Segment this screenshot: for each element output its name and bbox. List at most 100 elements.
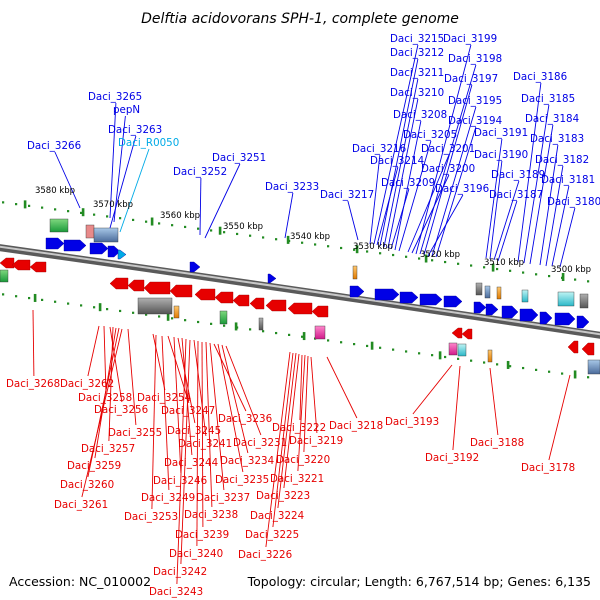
forward-gene-label[interactable]: Daci_3191 (474, 127, 528, 139)
reverse-gene-label[interactable]: Daci_3259 (67, 460, 121, 472)
reverse-gene-label[interactable]: Daci_3243 (149, 586, 203, 598)
forward-gene-label[interactable]: pepN (113, 104, 140, 116)
forward-gene-label[interactable]: Daci_3197 (444, 73, 498, 85)
reverse-gene-label[interactable]: Daci_3254 (137, 392, 191, 404)
reverse-gene-label[interactable]: Daci_3219 (289, 435, 343, 447)
reverse-gene-labels: Daci_3268 Daci_3262Daci_3258Daci_3256Daci… (6, 378, 575, 598)
forward-gene-label[interactable]: Daci_3216 (352, 143, 406, 155)
reverse-gene-label[interactable]: Daci_3235 (215, 474, 269, 486)
reverse-gene-label[interactable]: Daci_3224 (250, 510, 304, 522)
forward-gene-label[interactable]: Daci_3199 (443, 33, 497, 45)
reverse-gene-arrow (143, 281, 171, 295)
inner-ring-minor-tick (496, 363, 499, 366)
reverse-gene-label[interactable]: Daci_3218 (329, 420, 383, 432)
forward-gene-label[interactable]: Daci_R0050 (118, 137, 179, 149)
forward-gene-label[interactable]: Daci_3252 (173, 166, 227, 178)
reverse-gene-label[interactable]: Daci_3258 (78, 392, 132, 404)
outer-ring-minor-tick (444, 260, 447, 264)
reverse-gene-arrow (311, 305, 329, 318)
inner-ring-minor-tick (405, 350, 408, 353)
topology-text: Topology: circular; Length: 6,767,514 bp… (247, 574, 591, 589)
forward-gene-label[interactable]: Daci_3214 (370, 155, 424, 167)
reverse-gene-label[interactable]: Daci_3242 (153, 566, 207, 578)
forward-gene-label[interactable]: Daci_3209 (381, 177, 435, 189)
reverse-gene-label[interactable]: Daci_3240 (169, 548, 223, 560)
reverse-leader-line (173, 336, 182, 474)
reverse-leader-line (167, 335, 190, 404)
reverse-gene-label[interactable]: Daci_3260 (60, 479, 114, 491)
reverse-gene-label[interactable]: Daci_3253 (124, 511, 178, 523)
reverse-gene-label[interactable]: Daci_3221 (270, 473, 324, 485)
reverse-gene-label[interactable]: Daci_3192 (425, 452, 479, 464)
forward-gene-label[interactable]: Daci_3266 (27, 140, 81, 152)
forward-gene-label[interactable]: Daci_3251 (212, 152, 266, 164)
reverse-leader-line (209, 342, 225, 491)
reverse-gene-label[interactable]: Daci_3237 (196, 492, 250, 504)
forward-gene-label[interactable]: Daci_3189 (491, 169, 545, 181)
reverse-gene-label[interactable]: Daci_3188 (470, 437, 524, 449)
reverse-gene-label[interactable]: Daci_3256 (94, 404, 148, 416)
forward-gene-label[interactable]: Daci_3205 (403, 129, 457, 141)
reverse-gene-label[interactable]: Daci_3262 (60, 378, 114, 390)
reverse-gene-arrow (169, 284, 193, 298)
reverse-gene-label[interactable]: Daci_3193 (385, 416, 439, 428)
reverse-gene-label[interactable]: Daci_3247 (161, 405, 215, 417)
reverse-gene-label[interactable]: Daci_3268 (6, 378, 60, 390)
forward-gene-label[interactable]: Daci_3185 (521, 93, 575, 105)
reverse-gene-label[interactable]: Daci_3261 (54, 499, 108, 511)
forward-gene-label[interactable]: Daci_3198 (448, 53, 502, 65)
reverse-gene-label[interactable]: Daci_3249 (141, 492, 195, 504)
forward-leader-line (431, 106, 477, 257)
forward-gene-label[interactable]: Daci_3187 (489, 189, 543, 201)
forward-gene-label[interactable]: Daci_3210 (390, 87, 444, 99)
cog-box-steel (484, 285, 491, 299)
forward-gene-label[interactable]: Daci_3190 (474, 149, 528, 161)
reverse-gene-label[interactable]: Daci_3246 (153, 475, 207, 487)
reverse-gene-label[interactable]: Daci_3178 (521, 462, 575, 474)
reverse-gene-label[interactable]: Daci_3239 (175, 529, 229, 541)
forward-gene-label[interactable]: Daci_3208 (393, 109, 447, 121)
reverse-leader-line (103, 325, 107, 391)
forward-gene-label[interactable]: Daci_3212 (390, 47, 444, 59)
forward-gene-label[interactable]: Daci_3195 (448, 95, 502, 107)
forward-gene-label[interactable]: Daci_3186 (513, 71, 567, 83)
forward-gene-label[interactable]: Daci_3180 (547, 196, 600, 208)
forward-gene-label[interactable]: Daci_3194 (448, 115, 502, 127)
reverse-gene-label[interactable]: Daci_3226 (238, 549, 292, 561)
inner-ring-minor-tick (41, 298, 44, 302)
forward-gene-label[interactable]: Daci_3265 (88, 91, 142, 103)
reverse-gene-label[interactable]: Daci_3241 (178, 438, 232, 450)
reverse-gene-label[interactable]: Daci_3234 (220, 455, 274, 467)
forward-gene-label[interactable]: Daci_3181 (541, 174, 595, 186)
forward-leader-line (109, 102, 117, 219)
reverse-gene-label[interactable]: Daci_3238 (184, 509, 238, 521)
reverse-gene-label[interactable]: Daci_3245 (167, 425, 221, 437)
accession-text: Accession: NC_010002 (9, 574, 151, 589)
reverse-gene-label[interactable]: Daci_3255 (108, 427, 162, 439)
reverse-gene-label[interactable]: Daci_3231 (233, 437, 287, 449)
forward-gene-label[interactable]: Daci_3233 (265, 181, 319, 193)
inner-ring-minor-tick (483, 361, 486, 364)
forward-gene-label[interactable]: Daci_3183 (530, 133, 584, 145)
forward-gene-label[interactable]: Daci_3217 (320, 189, 374, 201)
forward-gene-label[interactable]: Daci_3182 (535, 154, 589, 166)
reverse-gene-label[interactable]: Daci_3257 (81, 443, 135, 455)
reverse-gene-label[interactable]: Daci_3223 (256, 490, 310, 502)
forward-gene-label[interactable]: Daci_3184 (525, 113, 579, 125)
reverse-gene-arrow (214, 291, 234, 304)
scale-label: 3520 kbp (420, 250, 460, 260)
forward-leader-line (376, 166, 399, 246)
reverse-gene-label[interactable]: Daci_3244 (164, 457, 218, 469)
reverse-gene-label[interactable]: Daci_3236 (218, 413, 272, 425)
reverse-gene-label[interactable]: Daci_3222 (272, 422, 326, 434)
forward-gene-arrow (189, 261, 201, 273)
forward-gene-label[interactable]: Daci_3263 (108, 124, 162, 136)
forward-gene-label[interactable]: Daci_3215 (390, 33, 444, 45)
forward-leader-line (113, 115, 126, 223)
forward-gene-label[interactable]: Daci_3201 (421, 143, 475, 155)
forward-gene-label[interactable]: Daci_3200 (421, 163, 475, 175)
reverse-gene-label[interactable]: Daci_3220 (276, 454, 330, 466)
forward-gene-label[interactable]: Daci_3196 (435, 183, 489, 195)
reverse-gene-label[interactable]: Daci_3225 (245, 529, 299, 541)
forward-gene-label[interactable]: Daci_3211 (390, 67, 444, 79)
